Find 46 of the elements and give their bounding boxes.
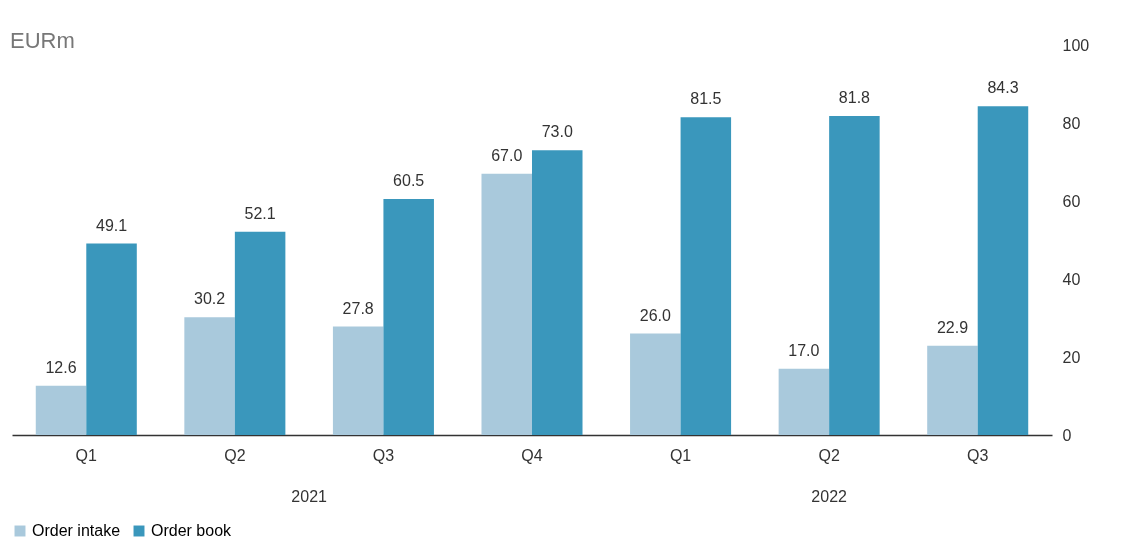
legend-label: Order book bbox=[151, 522, 233, 539]
y-tick-label: 20 bbox=[1062, 348, 1081, 366]
data-label: 12.6 bbox=[45, 358, 77, 376]
y-tick-label: 40 bbox=[1062, 270, 1081, 288]
bar bbox=[481, 173, 532, 435]
data-label: 52.1 bbox=[244, 204, 276, 222]
bar bbox=[829, 115, 880, 435]
data-label: 49.1 bbox=[95, 216, 128, 234]
bar bbox=[630, 333, 681, 435]
x-tick-label: Q3 bbox=[372, 446, 395, 464]
bar bbox=[35, 385, 87, 435]
data-label: 73.0 bbox=[541, 123, 573, 141]
data-label: 30.2 bbox=[194, 290, 226, 308]
y-tick-label: 100 bbox=[1062, 36, 1090, 54]
y-tick-label: 0 bbox=[1062, 426, 1072, 444]
bar bbox=[184, 317, 235, 435]
x-tick-label: Q1 bbox=[669, 446, 692, 464]
bar bbox=[383, 199, 434, 435]
x-tick-label: Q4 bbox=[521, 446, 543, 464]
data-label: 67.0 bbox=[491, 146, 523, 164]
text: 2022 bbox=[811, 488, 848, 505]
bar bbox=[332, 326, 384, 435]
data-label: 81.5 bbox=[690, 90, 722, 108]
bar bbox=[234, 231, 286, 435]
x-tick-label: Q3 bbox=[967, 446, 989, 464]
x-tick-label: Q2 bbox=[224, 446, 246, 464]
x-tick-label: Q2 bbox=[818, 446, 840, 464]
data-label: 27.8 bbox=[342, 299, 374, 317]
text: 2021 bbox=[291, 488, 328, 505]
y-tick-label: 80 bbox=[1062, 114, 1081, 132]
bar bbox=[532, 150, 583, 435]
data-label: 60.5 bbox=[393, 172, 425, 190]
bar bbox=[778, 368, 830, 435]
y-tick-label: 60 bbox=[1062, 192, 1081, 210]
x-tick-label: Q1 bbox=[75, 446, 98, 464]
bar bbox=[927, 345, 978, 435]
data-label: 17.0 bbox=[788, 341, 820, 359]
y-axis-title: EURm bbox=[10, 28, 75, 53]
data-label: 26.0 bbox=[639, 306, 671, 324]
data-label: 81.8 bbox=[838, 88, 871, 106]
bar bbox=[680, 117, 732, 435]
bar bbox=[977, 106, 1029, 435]
data-label: 84.3 bbox=[987, 79, 1019, 97]
data-label: 22.9 bbox=[936, 318, 969, 336]
legend-label: Order intake bbox=[32, 522, 121, 539]
bar bbox=[86, 243, 137, 435]
